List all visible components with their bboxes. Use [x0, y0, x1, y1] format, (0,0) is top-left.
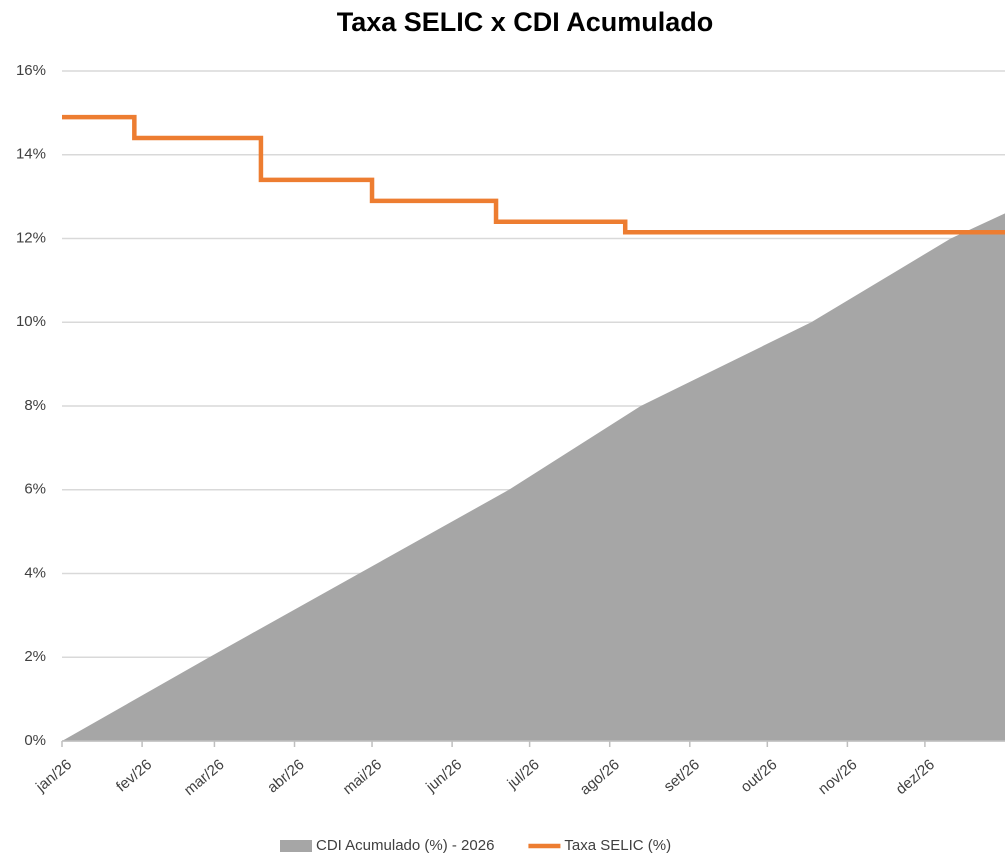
x-tick-label: abr/26 [264, 756, 308, 796]
x-tick-label: set/26 [661, 756, 703, 795]
y-tick-label: 12% [16, 229, 46, 246]
legend-swatch [280, 840, 312, 852]
x-tick-label: dez/26 [893, 756, 938, 798]
x-tick-label: out/26 [738, 756, 781, 796]
x-tick-label: mai/26 [340, 756, 385, 798]
x-tick-label: mar/26 [181, 756, 228, 799]
y-tick-label: 14% [16, 146, 46, 163]
x-tick-label: ago/26 [577, 756, 623, 799]
y-tick-label: 10% [16, 313, 46, 330]
x-tick-label: jul/26 [504, 756, 543, 793]
legend-label: Taxa SELIC (%) [564, 837, 671, 854]
legend-label: CDI Acumulado (%) - 2026 [316, 837, 494, 854]
chart-title: Taxa SELIC x CDI Acumulado [337, 7, 714, 37]
y-tick-label: 8% [24, 397, 46, 414]
cdi-area [62, 213, 1005, 741]
x-tick-label: fev/26 [113, 756, 155, 795]
y-tick-label: 16% [16, 62, 46, 79]
selic-line [62, 114, 1005, 235]
x-tick-label: jun/26 [422, 756, 465, 796]
y-tick-label: 6% [24, 481, 46, 498]
y-tick-label: 2% [24, 648, 46, 665]
y-tick-label: 0% [24, 732, 46, 749]
x-tick-label: jan/26 [32, 756, 75, 796]
x-tick-label: nov/26 [815, 756, 860, 798]
y-tick-label: 4% [24, 564, 46, 581]
